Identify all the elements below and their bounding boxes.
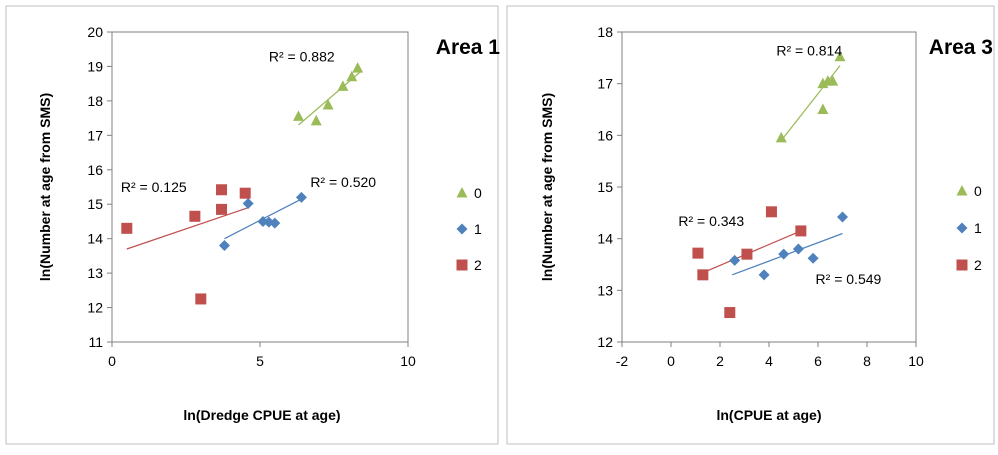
chart-title: Area 1	[436, 36, 501, 59]
legend-marker-series-0	[956, 185, 968, 196]
y-tick-label: 16	[87, 162, 103, 178]
y-tick-label: 12	[87, 300, 103, 316]
data-point-series-1	[295, 191, 307, 203]
r-squared-label-series-0: R² = 0.814	[776, 42, 842, 58]
y-tick-label: 13	[87, 265, 103, 281]
r-squared-label-series-0: R² = 0.882	[269, 48, 335, 64]
r-squared-label-series-1: R² = 0.520	[310, 174, 376, 190]
chart-frame	[506, 5, 995, 445]
legend-marker-series-0	[456, 187, 468, 198]
data-point-series-0	[310, 114, 322, 126]
data-point-series-1	[778, 248, 790, 260]
data-point-series-0	[337, 80, 349, 91]
data-point-series-2	[121, 222, 133, 234]
x-tick-label: 4	[765, 353, 773, 369]
r-squared-label-series-1: R² = 0.549	[816, 271, 882, 287]
x-tick-label: -2	[616, 353, 629, 369]
data-point-series-1	[807, 252, 819, 264]
legend-marker-series-2	[956, 259, 968, 271]
data-point-series-0	[827, 75, 839, 86]
legend-label-series-2: 2	[474, 257, 482, 273]
legend-marker-series-2	[456, 259, 468, 271]
data-point-series-0	[834, 50, 846, 62]
y-tick-label: 14	[87, 231, 103, 247]
chart-area-3: 12 13 14 15 16 17 18 -2 0 2 4 6 8 10 ln(CPUE at age) ln…	[504, 0, 998, 450]
legend-label-series-1: 1	[474, 221, 482, 237]
y-axis-label: ln(Number at age from SMS)	[37, 93, 53, 281]
y-tick-label: 18	[87, 93, 103, 109]
data-point-series-2	[741, 248, 753, 260]
y-tick-label: 17	[597, 76, 613, 92]
data-point-series-2	[239, 187, 251, 199]
data-point-series-2	[189, 210, 201, 222]
x-tick-label: 8	[863, 353, 871, 369]
y-tick-label: 19	[87, 58, 103, 74]
data-point-series-0	[352, 62, 364, 73]
legend-marker-series-1	[956, 222, 968, 234]
y-axis-label: ln(Number at age from SMS)	[539, 93, 555, 281]
trendline-series-2	[126, 207, 249, 250]
data-point-series-0	[775, 131, 787, 143]
data-point-series-0	[346, 70, 358, 82]
x-tick-label: 0	[108, 353, 116, 369]
data-point-series-2	[697, 269, 709, 281]
r-squared-label-series-2: R² = 0.125	[121, 179, 187, 195]
data-point-series-1	[758, 269, 770, 281]
x-tick-label: 10	[400, 353, 416, 369]
data-point-series-1	[792, 243, 804, 255]
y-tick-label: 17	[87, 127, 103, 143]
x-tick-label: 10	[908, 353, 924, 369]
data-point-series-0	[292, 110, 304, 121]
chart-area-1: 11 12 13 14 15 16 17 18 19 20 0 5 10 ln(Dredge CPUE a…	[0, 0, 504, 450]
data-point-series-1	[837, 211, 848, 223]
y-tick-label: 11	[88, 334, 103, 350]
chart-title: Area 3	[929, 36, 993, 59]
trendline-series-0	[780, 65, 841, 141]
x-axis-label: ln(Dredge CPUE at age)	[183, 407, 340, 423]
legend-marker-series-1	[456, 223, 468, 235]
data-point-series-0	[817, 103, 829, 114]
y-tick-label: 12	[597, 334, 613, 350]
x-tick-label: 2	[716, 353, 724, 369]
data-point-series-2	[216, 203, 228, 215]
y-tick-label: 15	[597, 179, 613, 195]
data-point-series-1	[269, 217, 281, 229]
x-tick-label: 0	[667, 353, 675, 369]
y-tick-label: 20	[87, 24, 103, 40]
data-point-series-2	[795, 225, 807, 237]
y-tick-label: 13	[597, 282, 613, 298]
legend-label-series-0: 0	[474, 185, 482, 201]
legend-label-series-1: 1	[974, 220, 982, 236]
x-tick-label: 5	[256, 353, 264, 369]
y-tick-label: 16	[597, 127, 613, 143]
r-squared-label-series-2: R² = 0.343	[678, 213, 744, 229]
data-point-series-1	[218, 240, 230, 252]
y-tick-label: 18	[597, 24, 613, 40]
data-point-series-0	[322, 99, 334, 110]
x-axis-label: ln(CPUE at age)	[716, 407, 821, 423]
legend-label-series-2: 2	[974, 257, 982, 273]
data-point-series-1	[242, 198, 254, 210]
data-point-series-1	[729, 254, 741, 266]
x-tick-label: 6	[814, 353, 822, 369]
data-point-series-2	[692, 247, 704, 259]
data-point-series-2	[216, 184, 228, 196]
data-point-series-2	[724, 307, 736, 319]
data-point-series-2	[765, 206, 777, 218]
y-tick-label: 14	[597, 231, 613, 247]
data-point-series-2	[195, 293, 207, 305]
y-tick-label: 15	[87, 196, 103, 212]
legend-label-series-0: 0	[974, 183, 982, 199]
